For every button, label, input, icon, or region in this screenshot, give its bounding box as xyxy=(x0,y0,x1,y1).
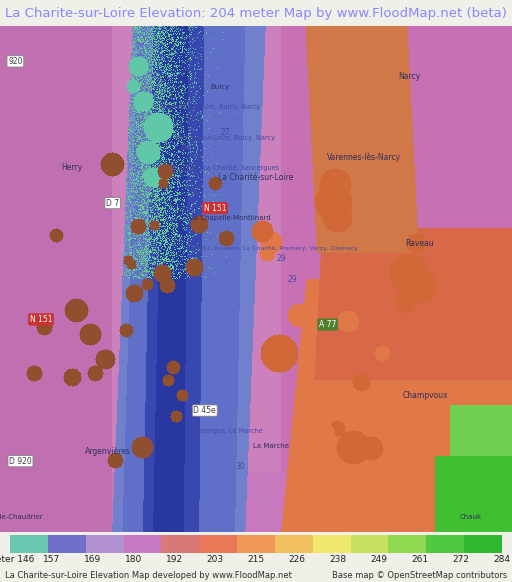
Bar xyxy=(10,535,48,553)
Bar xyxy=(161,535,199,553)
Text: Chauk: Chauk xyxy=(460,514,482,520)
Text: Champvoux: Champvoux xyxy=(402,391,448,400)
Text: D 45e: D 45e xyxy=(194,406,216,415)
Bar xyxy=(48,535,86,553)
Bar xyxy=(86,535,124,553)
Text: Mèsves-sur-Loire, Bulcy, Narcy: Mèsves-sur-Loire, Bulcy, Narcy xyxy=(175,134,275,141)
Text: 226: 226 xyxy=(288,555,306,564)
Text: Base map © OpenStreetMap contributors: Base map © OpenStreetMap contributors xyxy=(332,570,507,580)
Text: 203: 203 xyxy=(206,555,224,564)
Text: A 77: A 77 xyxy=(319,320,336,329)
Text: 180: 180 xyxy=(124,555,142,564)
Bar xyxy=(275,535,313,553)
Text: Mèsves-sur-Loire, Bulcy, Narcy: Mèsves-sur-Loire, Bulcy, Narcy xyxy=(160,104,260,111)
Text: La Charite-sur-Loire Elevation: 204 meter Map by www.FloodMap.net (beta): La Charite-sur-Loire Elevation: 204 mete… xyxy=(5,6,507,20)
Bar xyxy=(388,535,426,553)
Text: D 7: D 7 xyxy=(106,198,119,208)
Text: D 920: D 920 xyxy=(9,457,32,466)
Text: 261: 261 xyxy=(411,555,429,564)
Text: 192: 192 xyxy=(165,555,183,564)
Text: Narcy: Narcy xyxy=(398,72,421,81)
Bar xyxy=(199,535,237,553)
Text: La Charité-sur-Loire: La Charité-sur-Loire xyxy=(218,173,294,182)
Text: -le-Chaudrier: -le-Chaudrier xyxy=(0,514,44,520)
Text: 30: 30 xyxy=(236,462,246,471)
Bar xyxy=(313,535,351,553)
Text: 157: 157 xyxy=(42,555,60,564)
Bar xyxy=(464,535,502,553)
Text: 272: 272 xyxy=(452,555,470,564)
Text: 169: 169 xyxy=(83,555,101,564)
Text: La Chapelle-Montlinard: La Chapelle-Montlinard xyxy=(190,215,271,221)
Text: 238: 238 xyxy=(329,555,347,564)
Text: 27: 27 xyxy=(221,128,230,137)
Text: Bourges, La Charité, Sancergues: Bourges, La Charité, Sancergues xyxy=(172,164,279,171)
Text: N 151: N 151 xyxy=(30,315,52,324)
Text: La Marche: La Marche xyxy=(253,443,289,449)
Text: Herry: Herry xyxy=(61,163,82,172)
Text: 29: 29 xyxy=(287,275,296,283)
Text: N 151: N 151 xyxy=(204,204,226,212)
Text: Tronsanges, La Marche: Tronsanges, La Marche xyxy=(188,428,263,434)
Text: 29: 29 xyxy=(277,254,286,263)
Text: 28: 28 xyxy=(180,143,189,152)
Text: Varennes-lès-Narcy: Varennes-lès-Narcy xyxy=(327,153,400,162)
Text: meter 146: meter 146 xyxy=(0,555,34,564)
Text: 215: 215 xyxy=(247,555,265,564)
Text: Bulcy: Bulcy xyxy=(210,84,230,90)
Text: 249: 249 xyxy=(370,555,388,564)
Bar xyxy=(351,535,388,553)
Bar xyxy=(426,535,464,553)
Text: La Charite-sur-Loire Elevation Map developed by www.FloodMap.net: La Charite-sur-Loire Elevation Map devel… xyxy=(5,570,292,580)
Text: 920: 920 xyxy=(8,57,23,66)
Bar xyxy=(237,535,275,553)
Text: 284: 284 xyxy=(493,555,510,564)
Text: Argenvières: Argenvières xyxy=(84,446,131,456)
Text: N151, Auxerre, La Charité, Premery, Varzy, Clamecy: N151, Auxerre, La Charité, Premery, Varz… xyxy=(195,246,358,251)
Text: Raveau: Raveau xyxy=(406,239,434,248)
Bar xyxy=(124,535,161,553)
